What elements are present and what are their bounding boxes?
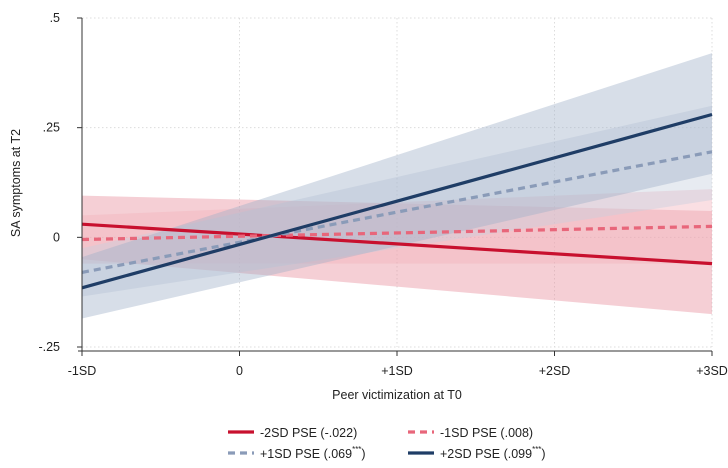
x-axis-title: Peer victimization at T0	[332, 388, 462, 402]
x-tick-label: +3SD	[696, 364, 728, 378]
axes	[77, 17, 713, 356]
legend-label-4: +2SD PSE (.099***)	[440, 445, 546, 461]
legend-label-2: -1SD PSE (.008)	[440, 426, 533, 440]
y-tick-label: .25	[43, 121, 60, 135]
legend: -2SD PSE (-.022) -1SD PSE (.008) +1SD PSE …	[228, 426, 546, 461]
x-tick-label: +2SD	[539, 364, 571, 378]
series-lines	[81, 112, 713, 290]
y-tick-label: -.25	[38, 340, 60, 354]
x-tick-label: -1SD	[68, 364, 96, 378]
confidence-bands	[82, 53, 712, 319]
y-axis-title: SA symptoms at T2	[9, 129, 23, 237]
series-line-1	[81, 222, 713, 266]
ci-band-1	[82, 195, 712, 315]
series-line-3	[81, 150, 713, 274]
x-tick-label: 0	[236, 364, 243, 378]
legend-label-1: -2SD PSE (-.022)	[260, 426, 357, 440]
x-tick-label: +1SD	[381, 364, 413, 378]
ci-band-4	[82, 53, 712, 319]
y-tick-label: 0	[53, 230, 60, 244]
y-tick-label: .5	[50, 11, 60, 25]
tick-labels: -1SD 0 +1SD +2SD +3SD -.25 0 .25 .5	[38, 11, 727, 378]
legend-label-3: +1SD PSE (.069***)	[260, 445, 366, 461]
series-line-4	[81, 112, 713, 290]
series-line-2	[81, 224, 713, 242]
